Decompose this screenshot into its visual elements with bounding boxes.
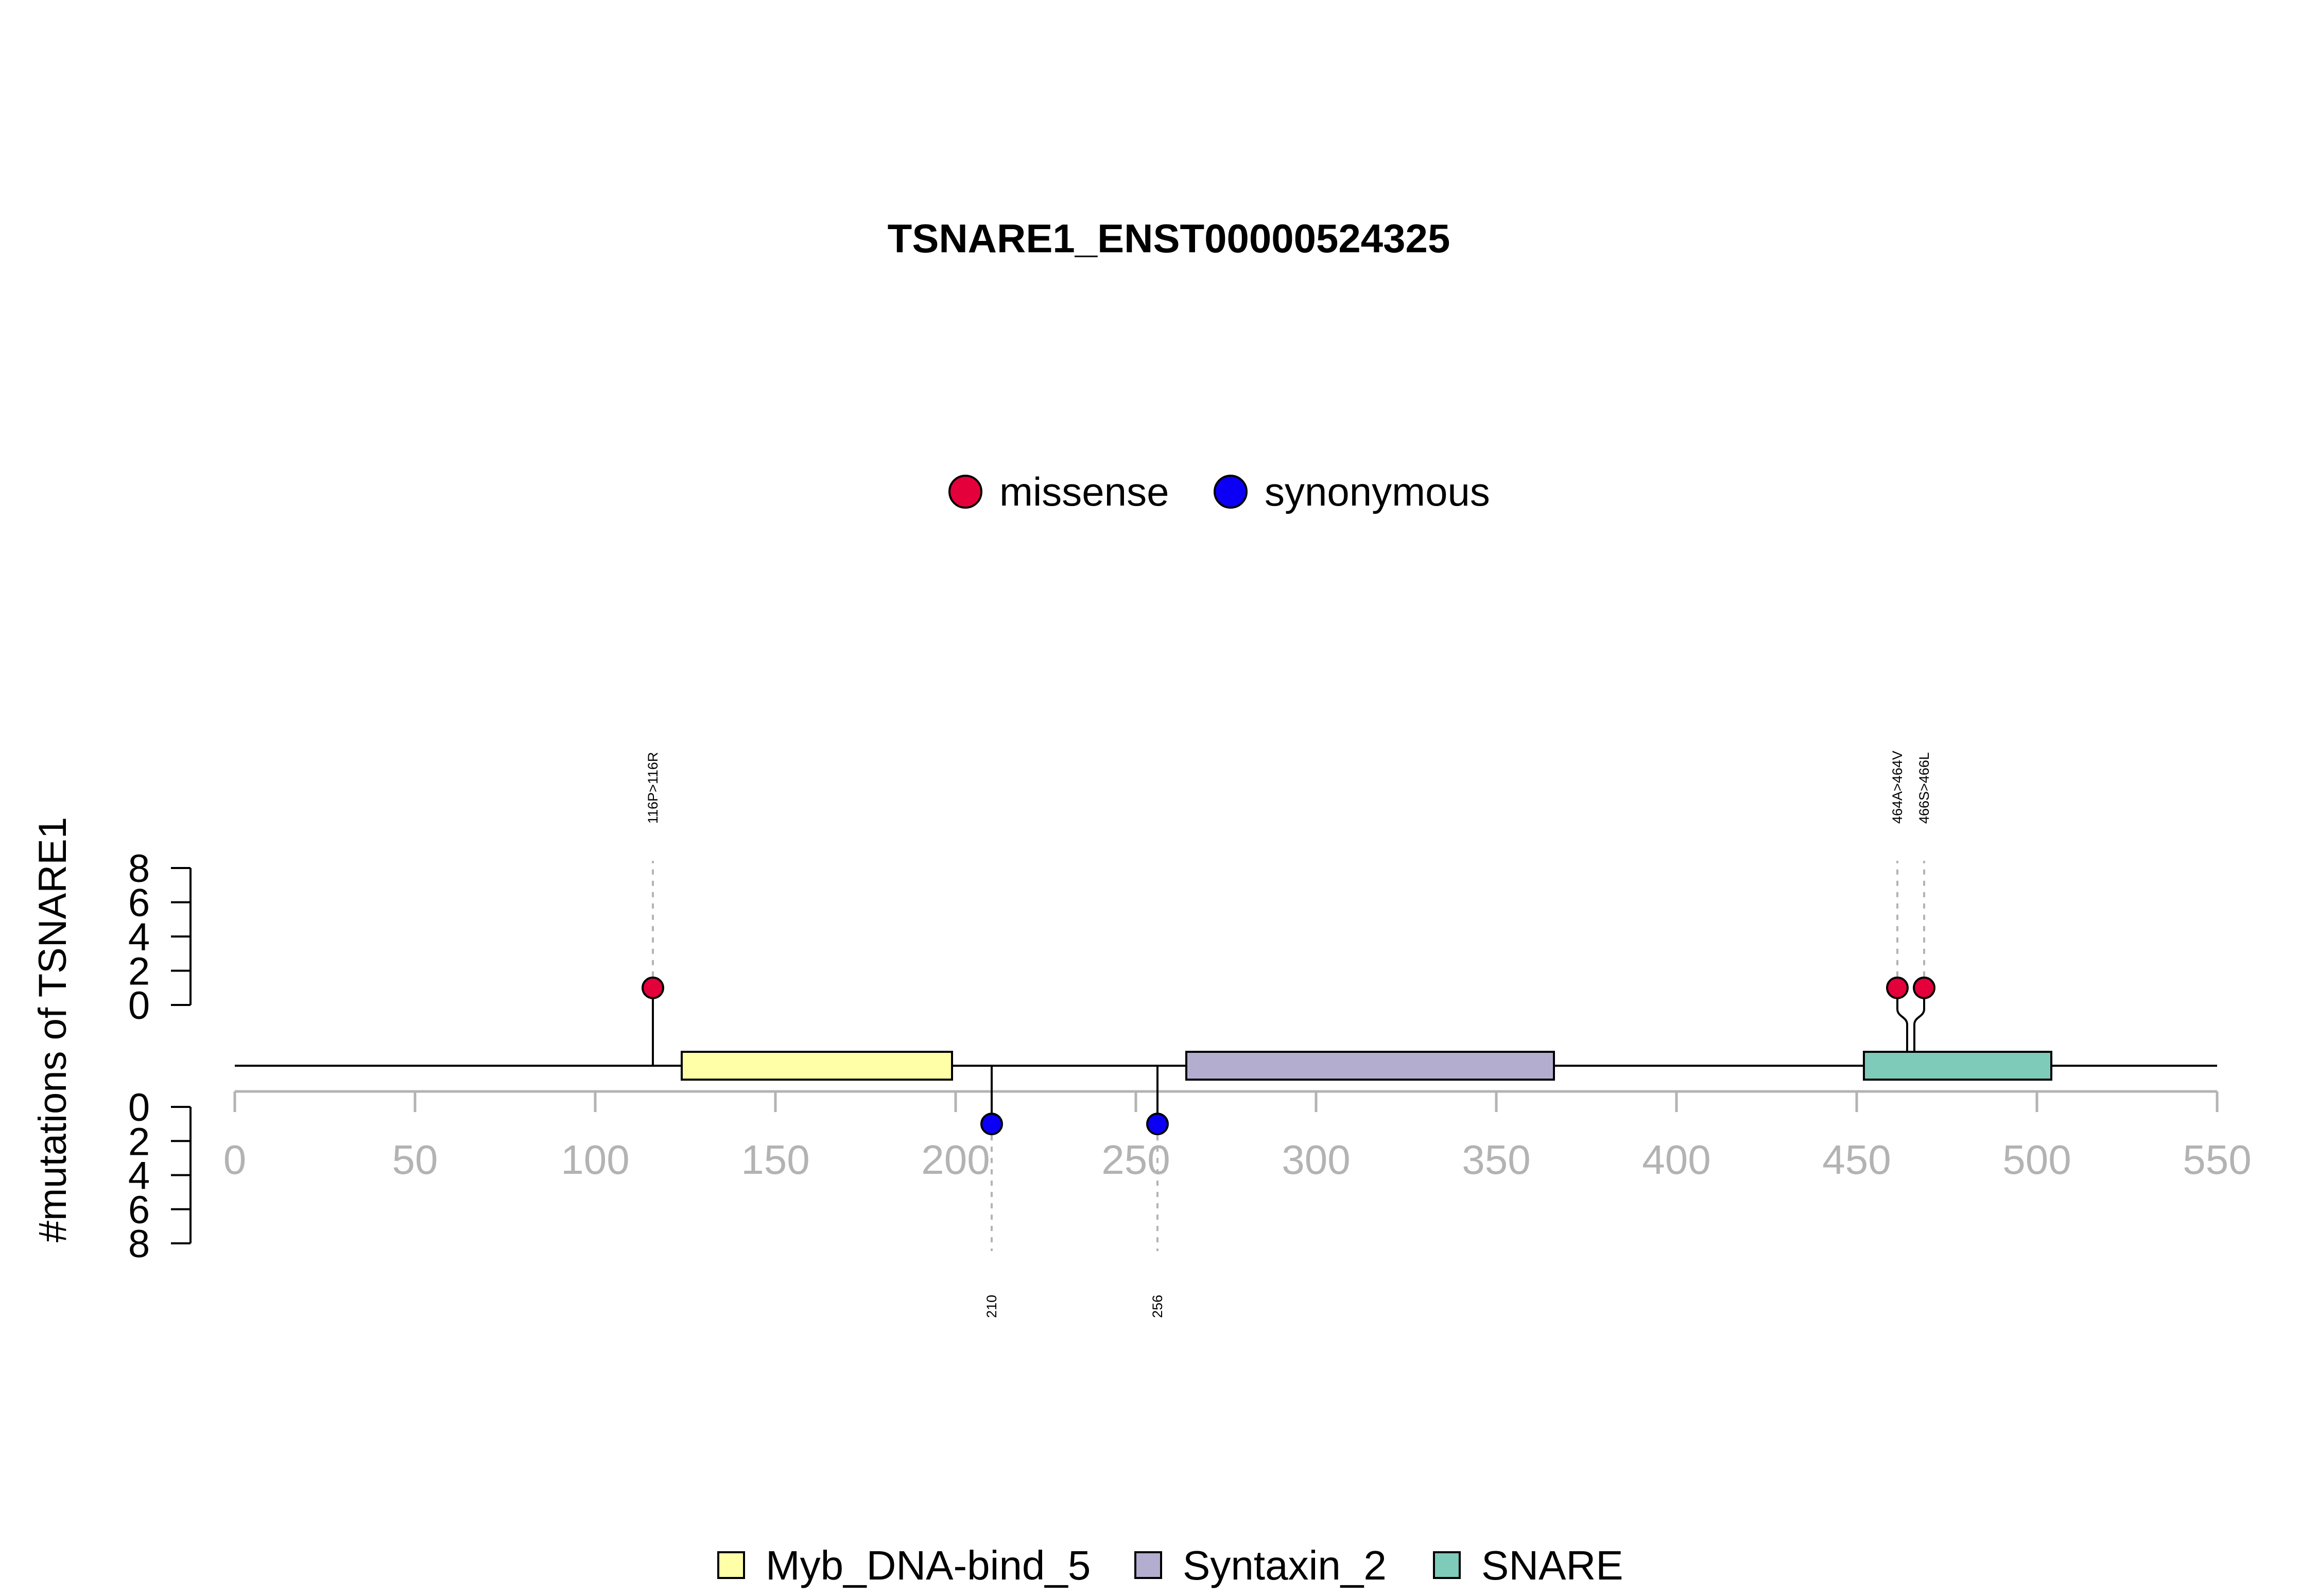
upper-y-tick-label: 0 (128, 984, 150, 1028)
lower-y-tick-label: 2 (128, 1120, 150, 1164)
legend-synonymous-dot (1214, 475, 1248, 509)
domain-Myb_DNA-bind_5 (681, 1051, 953, 1081)
upper-y-tick-label: 4 (128, 915, 150, 959)
lower-y-tick-label: 0 (128, 1086, 150, 1130)
mutation-label: 210 (984, 1295, 999, 1318)
lollipop-head-missense (1886, 976, 1909, 999)
x-tick-label: 250 (1101, 1137, 1170, 1183)
legend-label-Myb_DNA-bind_5: Myb_DNA-bind_5 (766, 1542, 1091, 1588)
x-tick-label: 150 (741, 1137, 809, 1183)
lollipop-stem (1896, 987, 1908, 1066)
legend-swatch-SNARE (1433, 1551, 1461, 1579)
x-tick-label: 0 (223, 1137, 247, 1183)
upper-y-tick-label: 6 (128, 881, 150, 925)
lollipop-head-missense (1913, 976, 1935, 999)
x-axis: 0 50 100 150 200 250 300 350 400 450 500 550 (223, 1090, 2252, 1183)
x-tick-label: 400 (1642, 1137, 1710, 1183)
x-tick-label: 450 (1822, 1137, 1891, 1183)
mutation-lollipops: 116P>116R 464A>464V 466S>466L 210 256 (642, 751, 1935, 1318)
x-tick-label: 550 (2183, 1137, 2251, 1183)
lower-y-tick-label: 6 (128, 1188, 150, 1232)
x-tick-label: 500 (2002, 1137, 2071, 1183)
mutation-legend: missense synonymous (948, 469, 1490, 514)
mutation-label: 466S>466L (1916, 752, 1932, 824)
domain-SNARE (1863, 1051, 2052, 1081)
legend-swatch-Myb_DNA-bind_5 (717, 1551, 745, 1579)
x-tick-label: 350 (1462, 1137, 1530, 1183)
mutation-label: 256 (1150, 1295, 1165, 1318)
x-tick-label: 300 (1282, 1137, 1350, 1183)
legend-missense-dot (948, 475, 982, 509)
lower-y-tick-label: 8 (128, 1222, 150, 1266)
lollipop-stem (1913, 987, 1925, 1066)
legend-swatch-Syntaxin_2 (1134, 1551, 1162, 1579)
x-tick-label: 200 (921, 1137, 990, 1183)
mutation-label: 116P>116R (645, 752, 661, 824)
legend-missense-label: missense (999, 469, 1169, 514)
lollipop-head-synonymous (1146, 1113, 1169, 1136)
legend-label-SNARE: SNARE (1481, 1542, 1623, 1588)
domain-legend: Myb_DNA-bind_5 Syntaxin_2 SNARE (717, 1542, 1623, 1588)
legend-synonymous-label: synonymous (1265, 469, 1490, 514)
mutation-label: 464A>464V (1890, 751, 1905, 824)
x-tick-label: 50 (392, 1137, 438, 1183)
lollipop-head-synonymous (980, 1113, 1003, 1136)
upper-y-tick-label: 2 (128, 950, 150, 994)
domain-Syntaxin_2 (1185, 1051, 1555, 1081)
x-tick-label: 100 (561, 1137, 629, 1183)
lower-y-tick-label: 4 (128, 1154, 150, 1198)
legend-label-Syntaxin_2: Syntaxin_2 (1183, 1542, 1387, 1588)
lollipop-head-missense (642, 976, 664, 999)
upper-y-tick-label: 8 (128, 847, 150, 891)
chart-title: TSNARE1_ENST00000524325 (888, 216, 1450, 261)
protein-domains (681, 1051, 2052, 1081)
y-axis-label: #mutations of TSNARE1 (31, 817, 75, 1243)
